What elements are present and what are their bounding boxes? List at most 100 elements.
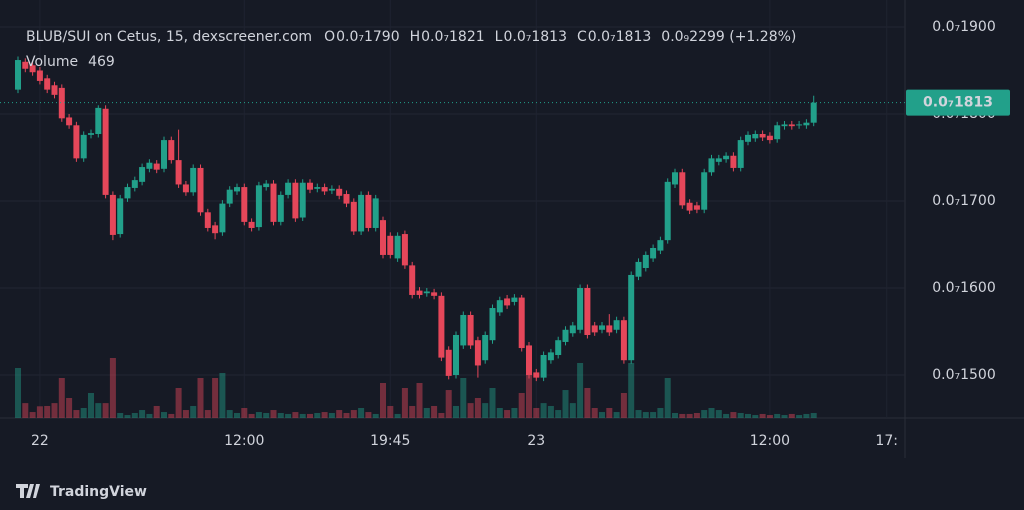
volume-bar bbox=[248, 413, 255, 418]
candle-body bbox=[504, 298, 511, 306]
volume-bar bbox=[409, 405, 416, 418]
volume-bar bbox=[708, 408, 715, 418]
volume-label: Volume bbox=[26, 54, 78, 70]
candle-body bbox=[219, 203, 226, 233]
volume-bar bbox=[51, 403, 58, 418]
volume-bar bbox=[226, 410, 233, 418]
candle-body bbox=[80, 134, 87, 159]
volume-bar bbox=[102, 403, 109, 418]
volume-bar bbox=[518, 393, 525, 418]
candle-body bbox=[730, 155, 737, 168]
candle-body bbox=[752, 133, 759, 139]
candle-body bbox=[416, 290, 423, 295]
volume-bar bbox=[438, 413, 445, 418]
candle-body bbox=[693, 205, 700, 210]
x-tick-label: 23 bbox=[527, 433, 545, 449]
candle-body bbox=[109, 194, 116, 235]
last-price-box bbox=[906, 89, 1010, 116]
candle-body bbox=[73, 125, 80, 159]
volume-bar bbox=[657, 408, 664, 418]
candle-body bbox=[482, 334, 489, 361]
candle-body bbox=[285, 182, 292, 195]
volume-bar bbox=[672, 413, 678, 418]
volume-bar bbox=[642, 412, 649, 418]
volume-bar bbox=[555, 410, 562, 418]
candle-body bbox=[175, 160, 182, 185]
volume-bar bbox=[540, 403, 547, 418]
candle-body bbox=[635, 261, 642, 277]
candle-body bbox=[423, 291, 430, 294]
volume-bar bbox=[80, 408, 87, 418]
candle-body bbox=[445, 349, 452, 376]
candle-body bbox=[628, 274, 635, 361]
candle-body bbox=[715, 158, 722, 162]
candle-body bbox=[788, 124, 795, 127]
candle-body bbox=[489, 308, 496, 341]
volume-bar bbox=[686, 413, 693, 418]
y-tick-label: 0.0₇1900 bbox=[932, 19, 996, 35]
volume-bar bbox=[606, 408, 613, 418]
y-tick-label: 0.0₇1700 bbox=[932, 193, 996, 209]
candle-body bbox=[569, 325, 576, 334]
candle-body bbox=[58, 87, 65, 119]
volume-value: 469 bbox=[88, 54, 115, 70]
candle-body bbox=[526, 345, 532, 376]
candle-body bbox=[394, 235, 401, 259]
candle-body bbox=[336, 188, 343, 196]
candle-body bbox=[810, 102, 817, 123]
volume-bar bbox=[460, 378, 467, 418]
volume-bar bbox=[285, 413, 292, 418]
volume-bar bbox=[350, 410, 357, 418]
candle-body bbox=[759, 133, 766, 138]
candle-body bbox=[577, 288, 584, 330]
volume-bar bbox=[292, 412, 299, 418]
candle-body bbox=[270, 183, 277, 222]
volume-bar bbox=[66, 398, 73, 418]
volume-bar bbox=[577, 363, 584, 418]
x-tick-label: 17: bbox=[875, 433, 898, 449]
candle-body bbox=[102, 108, 109, 195]
candle-body bbox=[44, 78, 51, 90]
volume-bar bbox=[584, 388, 591, 418]
candle-body bbox=[350, 201, 357, 232]
volume-bar bbox=[153, 405, 160, 418]
candle-body bbox=[584, 288, 591, 335]
candle-body bbox=[22, 61, 29, 69]
candle-body bbox=[95, 107, 102, 134]
candle-body bbox=[518, 297, 525, 349]
legend-value: 0.0₇1813 bbox=[503, 29, 567, 45]
chart-title: BLUB/SUI on Cetus, 15, dexscreener.com bbox=[26, 29, 312, 45]
candle-body bbox=[234, 187, 240, 192]
volume-bar bbox=[29, 412, 36, 418]
candle-body bbox=[723, 155, 730, 160]
volume-bar bbox=[482, 403, 489, 418]
candle-body bbox=[737, 140, 744, 168]
volume-bar bbox=[591, 408, 598, 418]
legend-value: 0.0₇1821 bbox=[421, 29, 485, 45]
volume-bar bbox=[372, 413, 379, 418]
volume-bar bbox=[88, 393, 94, 418]
candle-body bbox=[533, 372, 540, 378]
volume-bar bbox=[569, 403, 576, 418]
candle-body bbox=[401, 234, 408, 266]
candle-body bbox=[226, 189, 233, 204]
volume-bar bbox=[234, 413, 240, 418]
candle-body bbox=[248, 221, 255, 228]
candle-body bbox=[124, 187, 131, 199]
volume-bar bbox=[803, 413, 810, 418]
volume-bar bbox=[723, 413, 730, 418]
candle-body bbox=[161, 140, 167, 169]
candle-body bbox=[781, 124, 788, 127]
volume-bar bbox=[321, 412, 328, 418]
volume-bar bbox=[161, 412, 167, 418]
candle-body bbox=[540, 355, 547, 378]
volume-bar bbox=[380, 383, 386, 418]
candle-body bbox=[66, 117, 73, 126]
candle-body bbox=[591, 325, 598, 333]
volume-bar bbox=[489, 388, 496, 418]
volume-bar bbox=[117, 413, 124, 418]
x-tick-label: 12:00 bbox=[224, 433, 264, 449]
candle-body bbox=[372, 198, 379, 228]
